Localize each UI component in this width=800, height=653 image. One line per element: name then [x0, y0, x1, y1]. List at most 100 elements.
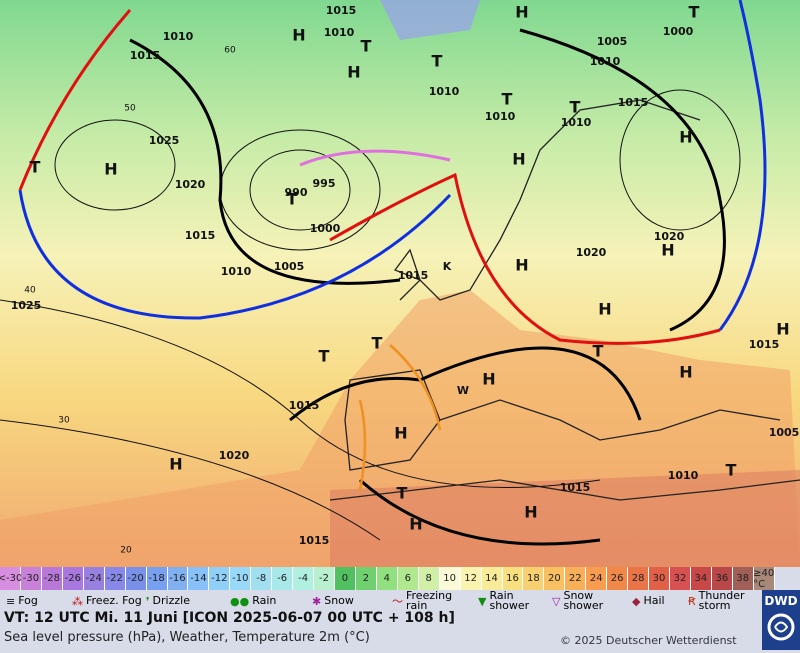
- isobar-label: 1025: [149, 134, 180, 147]
- isobar-label: 1005: [274, 260, 305, 273]
- scale-cell: -26: [62, 567, 84, 590]
- copyright: © 2025 Deutscher Wetterdienst: [560, 634, 737, 647]
- legend-item: ▽ Snow shower: [552, 590, 619, 612]
- isobar-label: 1010: [668, 469, 699, 482]
- scale-cell: 38: [732, 567, 754, 590]
- pressure-center: T: [30, 158, 41, 177]
- warm-front: [329, 172, 721, 345]
- logo-text: DWD: [764, 594, 798, 608]
- isobar-label: 1020: [219, 449, 250, 462]
- isobar-label: 1010: [590, 55, 621, 68]
- legend-icon: Ꞧ: [688, 594, 696, 608]
- scale-cell: 36: [711, 567, 733, 590]
- isobar-label: 1010: [485, 110, 516, 123]
- legend-item: ⁂ Freez. Fog: [72, 590, 142, 612]
- pressure-center: T: [397, 484, 408, 503]
- isobar-label: 1020: [576, 246, 607, 259]
- thick-isobars: [129, 28, 726, 546]
- scale-cell: -10: [230, 567, 252, 590]
- scale-cell: 22: [565, 567, 587, 590]
- legend-item: ◆ Hail: [632, 590, 699, 612]
- scale-cell: 6: [397, 567, 419, 590]
- coastlines: [329, 99, 800, 501]
- isobar-label: 1015: [130, 49, 161, 62]
- legend-label: Rain shower: [489, 589, 530, 612]
- legend-label: Freezing rain: [406, 589, 453, 612]
- pressure-center: T: [432, 52, 443, 71]
- pressure-center: H: [776, 320, 789, 339]
- pressure-center: T: [287, 190, 298, 209]
- legend-label: Snow: [324, 594, 354, 607]
- scale-cell: 10: [439, 567, 461, 590]
- subtitle: Sea level pressure (hPa), Weather, Tempe…: [4, 630, 370, 645]
- pressure-center: H: [512, 150, 525, 169]
- pressure-center: H: [598, 300, 611, 319]
- scale-cell: 4: [376, 567, 398, 590]
- legend-icon: 〜: [392, 595, 403, 608]
- pressure-center: H: [347, 63, 360, 82]
- scale-cell: -12: [209, 567, 231, 590]
- legend-icon: ●●: [230, 594, 250, 608]
- legend-label: Snow shower: [563, 589, 604, 612]
- isobar-label: 1020: [175, 178, 206, 191]
- scale-cell: 34: [690, 567, 712, 590]
- isobar-label: 990: [285, 186, 308, 199]
- logo-icon: [767, 613, 795, 641]
- valid-time: VT: 12 UTC Mi. 11 Juni [ICON 2025-06-07 …: [4, 610, 455, 626]
- pressure-center: H: [679, 363, 692, 382]
- isobar-label: 60: [224, 46, 236, 56]
- legend-label: Hail: [643, 594, 665, 607]
- scale-cell: ≥40 °C: [753, 567, 775, 590]
- warm-area: [0, 290, 800, 567]
- scale-cell: 28: [628, 567, 650, 590]
- isobar-label: 1010: [324, 26, 355, 39]
- isobar-label: 1005: [769, 426, 800, 439]
- weather-legend: ≡ Fog ⁂ Freez. Fog ❜ Drizzle ●● Rain ✱ Snow 〜 Freez…: [0, 590, 760, 612]
- scale-cell: 24: [586, 567, 608, 590]
- color-scale: <-30 -30 -28 -26 -24 -22 -20 -18 -16 -14 -12 -10 -8-…: [0, 567, 800, 590]
- pressure-center: H: [482, 370, 495, 389]
- pressure-center: H: [515, 256, 528, 275]
- scale-cell: -2: [314, 567, 335, 590]
- isobar-label: 1020: [654, 230, 685, 243]
- trough: [389, 344, 442, 431]
- scale-cell: -30: [20, 567, 42, 590]
- legend-item: ●● Rain: [230, 590, 308, 612]
- legend-icon: ≡: [6, 594, 16, 608]
- pressure-center: H: [661, 241, 674, 260]
- legend-item: Ꞧ Thunder storm: [688, 590, 755, 612]
- isobar-label: 1010: [163, 30, 194, 43]
- legend-label: Thunder storm: [698, 589, 745, 612]
- occlusion: [299, 149, 451, 167]
- isobar-label: 1015: [560, 481, 591, 494]
- isobar-label: 50: [124, 104, 136, 114]
- isobar-label: 1015: [618, 96, 649, 109]
- isobar-label: W: [457, 384, 469, 397]
- isobar-label: 1015: [326, 4, 357, 17]
- scale-cell: 14: [481, 567, 503, 590]
- pressure-center: T: [502, 90, 513, 109]
- pressure-center: H: [409, 515, 422, 534]
- scale-cell: -24: [83, 567, 105, 590]
- scale-cell: 30: [649, 567, 670, 590]
- scale-cell: -6: [272, 567, 294, 590]
- isobar-label: 30: [58, 416, 70, 426]
- scale-cell: 8: [418, 567, 440, 590]
- pressure-center: T: [726, 461, 737, 480]
- pressure-center: H: [679, 128, 692, 147]
- isobar-label: 1015: [185, 229, 216, 242]
- pressure-center: T: [372, 334, 383, 353]
- scale-cell: 32: [670, 567, 691, 590]
- pressure-center: H: [394, 424, 407, 443]
- pressure-center: T: [593, 342, 604, 361]
- scale-cell: -4: [293, 567, 315, 590]
- scale-cell: -8: [251, 567, 273, 590]
- scale-cell: <-30: [0, 567, 22, 590]
- scale-cell: 16: [502, 567, 524, 590]
- pressure-center: H: [524, 503, 537, 522]
- legend-item: 〜 Freezing rain: [392, 590, 462, 612]
- isobar-label: 1010: [221, 265, 252, 278]
- isobar-label: K: [443, 260, 452, 273]
